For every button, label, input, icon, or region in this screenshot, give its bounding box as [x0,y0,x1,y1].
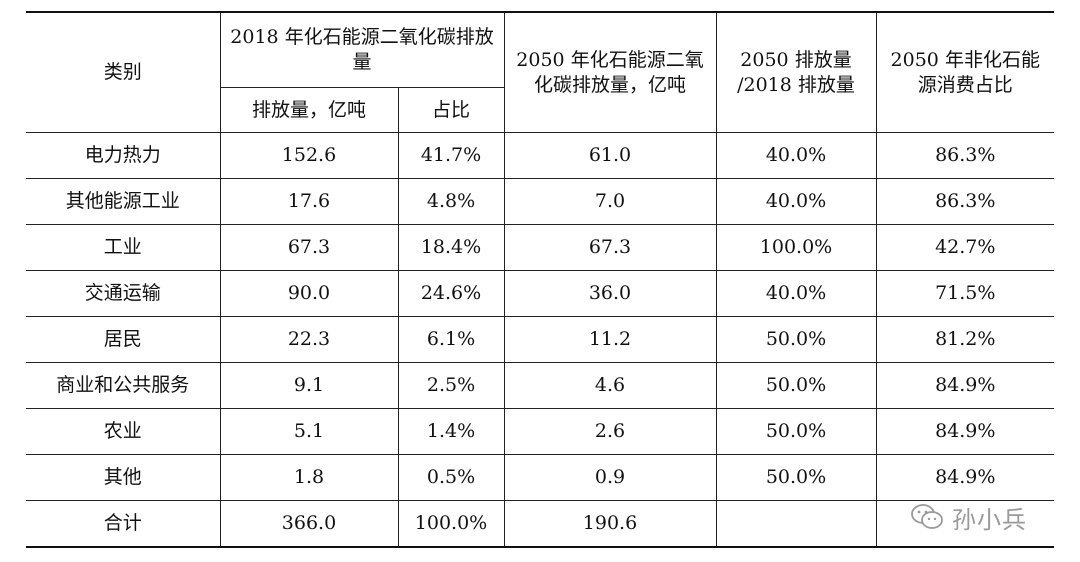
cell-2050-emission: 4.6 [503,362,717,409]
cell-ratio: 50.0% [715,408,877,455]
cell-nonfossil: 84.9% [875,408,1054,455]
cell-nonfossil: 84.9% [875,454,1054,501]
cell-2050-emission: 36.0 [503,270,717,317]
cell-emission: 22.3 [219,316,399,363]
cell-emission: 90.0 [219,270,399,317]
cell-2050-emission: 190.6 [503,500,717,548]
header-category: 类别 [26,11,221,133]
cell-category: 电力热力 [26,132,221,179]
cell-share: 41.7% [397,132,505,179]
cell-nonfossil: 84.9% [875,362,1054,409]
cell-emission: 152.6 [219,132,399,179]
cell-nonfossil: 42.7% [875,224,1054,271]
cell-share: 0.5% [397,454,505,501]
cell-category: 交通运输 [26,270,221,317]
emission-table: 类别 2018 年化石能源二氧化碳排放量 2050 年化石能源二氧化碳排放量，亿… [26,11,1054,548]
table-row: 居民 22.3 6.1% 11.2 50.0% 81.2% [26,316,1054,363]
cell-category: 工业 [26,224,221,271]
cell-category: 其他 [26,454,221,501]
table-row-total: 合计 366.0 100.0% 190.6 [26,500,1054,548]
header-ratio: 2050 排放量 /2018 排放量 [715,11,877,133]
header-nonfossil-share: 2050 年非化石能源消费占比 [875,11,1054,133]
table-row: 其他 1.8 0.5% 0.9 50.0% 84.9% [26,454,1054,501]
watermark: 孙小兵 [910,500,1060,534]
cell-ratio: 50.0% [715,454,877,501]
cell-share: 100.0% [397,500,505,548]
cell-ratio: 50.0% [715,316,877,363]
table-row: 交通运输 90.0 24.6% 36.0 40.0% 71.5% [26,270,1054,317]
cell-nonfossil: 81.2% [875,316,1054,363]
cell-category: 居民 [26,316,221,363]
cell-ratio: 40.0% [715,270,877,317]
cell-2050-emission: 61.0 [503,132,717,179]
cell-category: 农业 [26,408,221,455]
cell-share: 1.4% [397,408,505,455]
cell-emission: 9.1 [219,362,399,409]
cell-ratio: 40.0% [715,178,877,225]
header-2018-group: 2018 年化石能源二氧化碳排放量 [219,11,505,88]
header-emission: 排放量，亿吨 [220,87,399,133]
cell-emission: 1.8 [219,454,399,501]
cell-emission: 67.3 [219,224,399,271]
cell-share: 24.6% [397,270,505,317]
cell-emission: 17.6 [219,178,399,225]
cell-ratio [715,500,877,548]
header-2050-emission: 2050 年化石能源二氧化碳排放量，亿吨 [503,11,717,133]
cell-share: 4.8% [397,178,505,225]
cell-category: 合计 [26,500,221,548]
cell-ratio: 50.0% [715,362,877,409]
table-row: 其他能源工业 17.6 4.8% 7.0 40.0% 86.3% [26,178,1054,225]
table-row: 电力热力 152.6 41.7% 61.0 40.0% 86.3% [26,132,1054,179]
cell-emission: 5.1 [219,408,399,455]
table-row: 商业和公共服务 9.1 2.5% 4.6 50.0% 84.9% [26,362,1054,409]
cell-ratio: 40.0% [715,132,877,179]
cell-2050-emission: 2.6 [503,408,717,455]
table-row: 工业 67.3 18.4% 67.3 100.0% 42.7% [26,224,1054,271]
wechat-icon [911,504,943,529]
cell-emission: 366.0 [219,500,399,548]
header-share: 占比 [397,87,504,133]
cell-share: 6.1% [397,316,505,363]
cell-nonfossil: 86.3% [875,178,1054,225]
cell-nonfossil: 86.3% [875,132,1054,179]
watermark-text: 孙小兵 [952,505,1027,534]
cell-share: 18.4% [397,224,505,271]
cell-ratio: 100.0% [715,224,877,271]
cell-2050-emission: 7.0 [503,178,717,225]
cell-2050-emission: 11.2 [503,316,717,363]
cell-nonfossil: 71.5% [875,270,1054,317]
cell-share: 2.5% [397,362,505,409]
table-row: 农业 5.1 1.4% 2.6 50.0% 84.9% [26,408,1054,455]
cell-2050-emission: 67.3 [503,224,717,271]
cell-category: 其他能源工业 [26,178,221,225]
cell-category: 商业和公共服务 [26,362,221,409]
cell-nonfossil [875,500,1054,548]
cell-2050-emission: 0.9 [503,454,717,501]
